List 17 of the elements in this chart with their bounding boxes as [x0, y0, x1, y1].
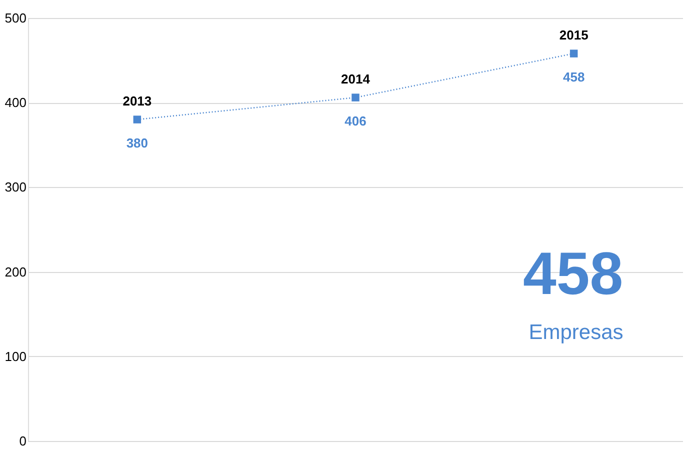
- y-tick-label: 500: [4, 10, 26, 26]
- x-tick-label: 2014: [341, 72, 371, 87]
- annotation: 458: [522, 240, 624, 307]
- annotation: Empresas: [528, 321, 624, 344]
- y-tick-label: 0: [19, 434, 26, 448]
- y-tick-label: 100: [4, 348, 26, 364]
- point: [133, 116, 142, 124]
- point: [570, 50, 578, 58]
- data-label: 380: [126, 136, 148, 151]
- y-tick-label: 400: [4, 95, 26, 110]
- point: [352, 94, 360, 102]
- data-label: 406: [344, 114, 366, 129]
- x-tick-label: 2015: [559, 28, 588, 43]
- data-label: 458: [562, 70, 585, 85]
- x-tick-label: 2013: [122, 94, 152, 109]
- y-tick-label: 200: [4, 264, 26, 280]
- y-tick-label: 300: [4, 180, 26, 195]
